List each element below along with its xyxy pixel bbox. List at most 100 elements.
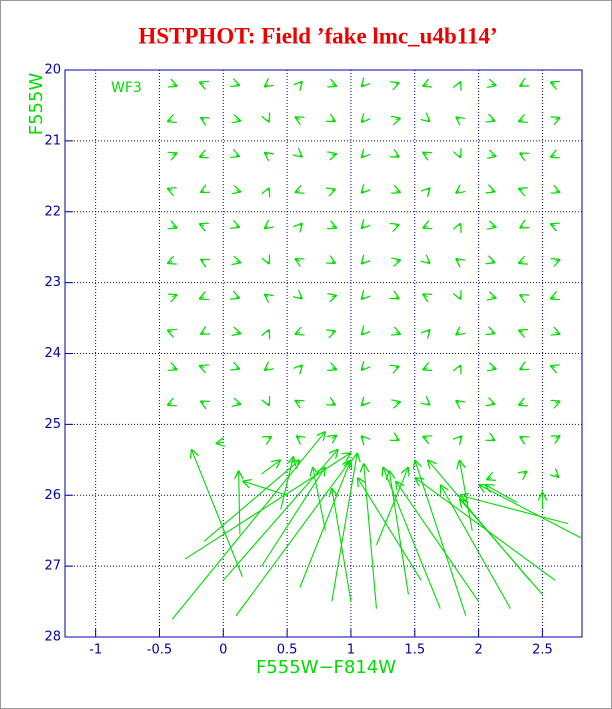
vector-arrow <box>361 403 364 406</box>
y-tick-label: 28 <box>44 630 61 645</box>
vector-arrow <box>555 474 559 478</box>
vector-arrow <box>555 259 560 261</box>
vector-arrow <box>332 120 336 122</box>
vector-arrow <box>491 403 495 404</box>
vector-arrow <box>396 481 480 602</box>
y-tick-label: 27 <box>44 559 61 574</box>
vector-arrow <box>491 261 495 262</box>
vector-arrow <box>203 460 300 542</box>
vector-arrow <box>396 190 401 192</box>
vector-arrow <box>268 120 269 123</box>
y-tick-label: 21 <box>44 133 61 148</box>
vector-arrow <box>555 332 560 334</box>
vector-arrow <box>361 436 364 439</box>
vector-arrow <box>519 436 523 438</box>
vector-arrow <box>300 365 303 368</box>
vector-arrow <box>491 120 495 121</box>
vector-arrow <box>396 439 400 441</box>
annotation: WF3 <box>111 80 142 96</box>
vector-arrow <box>459 365 460 368</box>
vector-arrow <box>361 190 364 193</box>
vector-arrow <box>491 155 496 156</box>
vector-arrow <box>459 495 569 525</box>
vector-arrow <box>184 453 351 560</box>
vector-arrow <box>332 435 337 439</box>
vector-arrow <box>361 120 364 123</box>
y-tick-label: 20 <box>44 63 61 78</box>
vector-arrow <box>332 331 336 332</box>
vector-arrow <box>268 329 269 332</box>
vector-arrow <box>199 82 204 84</box>
vector-arrow <box>332 154 337 155</box>
vector-arrow <box>396 83 400 84</box>
x-axis-label: F555W−F814W <box>256 657 396 678</box>
y-tick-label: 22 <box>44 204 61 219</box>
vector-arrow <box>242 481 288 496</box>
vector-arrow <box>491 190 495 191</box>
vector-arrow <box>264 368 268 371</box>
vector-arrow <box>428 329 431 332</box>
vector-arrow <box>550 297 555 299</box>
x-tick-label: 1 <box>347 643 355 658</box>
vector-arrow <box>300 223 303 226</box>
vector-arrow <box>332 189 336 190</box>
vector-arrow <box>456 400 460 403</box>
vector-arrow <box>396 155 400 157</box>
y-tick-label: 26 <box>44 488 61 503</box>
x-tick-label: -0.5 <box>147 643 172 658</box>
vector-arrow <box>295 190 300 192</box>
vector-arrow <box>199 224 204 226</box>
vector-arrow <box>200 401 204 403</box>
vector-arrow <box>236 84 240 85</box>
vector-arrow <box>415 478 556 581</box>
vector-arrow <box>299 460 351 588</box>
vector-arrow <box>491 226 496 227</box>
vector-arrow <box>428 460 531 581</box>
vector-arrow <box>332 84 337 86</box>
vector-arrow <box>375 467 408 546</box>
vector-arrow <box>519 153 523 155</box>
vector-arrow <box>518 120 523 122</box>
vector-arrow <box>491 84 496 85</box>
vector-arrow <box>300 81 303 84</box>
vector-arrow <box>396 402 401 403</box>
x-tick-label: 0 <box>219 643 227 658</box>
vector-arrow <box>296 436 300 439</box>
vector-arrow <box>456 332 460 335</box>
vector-arrow <box>364 463 378 609</box>
vector-arrow <box>550 366 555 368</box>
vector-arrow <box>332 368 337 370</box>
vector-arrow <box>459 223 460 226</box>
vector-arrow <box>479 485 581 539</box>
vector-arrow <box>428 403 431 405</box>
vector-arrow <box>200 190 204 192</box>
vector-arrow <box>236 403 241 404</box>
vector-arrow <box>459 297 460 300</box>
vector-arrow <box>361 226 364 229</box>
vector-arrow <box>236 368 240 369</box>
vector-arrow <box>268 436 272 438</box>
vector-arrow <box>295 259 300 262</box>
vector-arrow <box>295 117 300 120</box>
vector-arrow <box>264 226 268 229</box>
vector-arrow <box>167 330 172 332</box>
vector-arrow <box>313 467 326 531</box>
vector-arrow <box>300 155 303 157</box>
vector-arrow <box>295 332 300 334</box>
vector-arrow <box>295 400 300 403</box>
vector-arrow <box>459 81 460 84</box>
vector-arrow <box>518 330 523 332</box>
vector-arrow <box>519 226 523 228</box>
vector-arrow <box>264 294 268 297</box>
vector-arrow <box>422 294 427 297</box>
vector-arrow <box>264 152 268 155</box>
x-tick-label: 2 <box>474 643 482 658</box>
vector-arrow <box>491 332 495 333</box>
vector-arrow <box>396 297 400 299</box>
x-tick-label: 1.5 <box>404 643 425 658</box>
vector-arrow <box>518 188 523 190</box>
x-tick-label: 0.5 <box>277 643 298 658</box>
vector-arrow <box>268 261 269 264</box>
